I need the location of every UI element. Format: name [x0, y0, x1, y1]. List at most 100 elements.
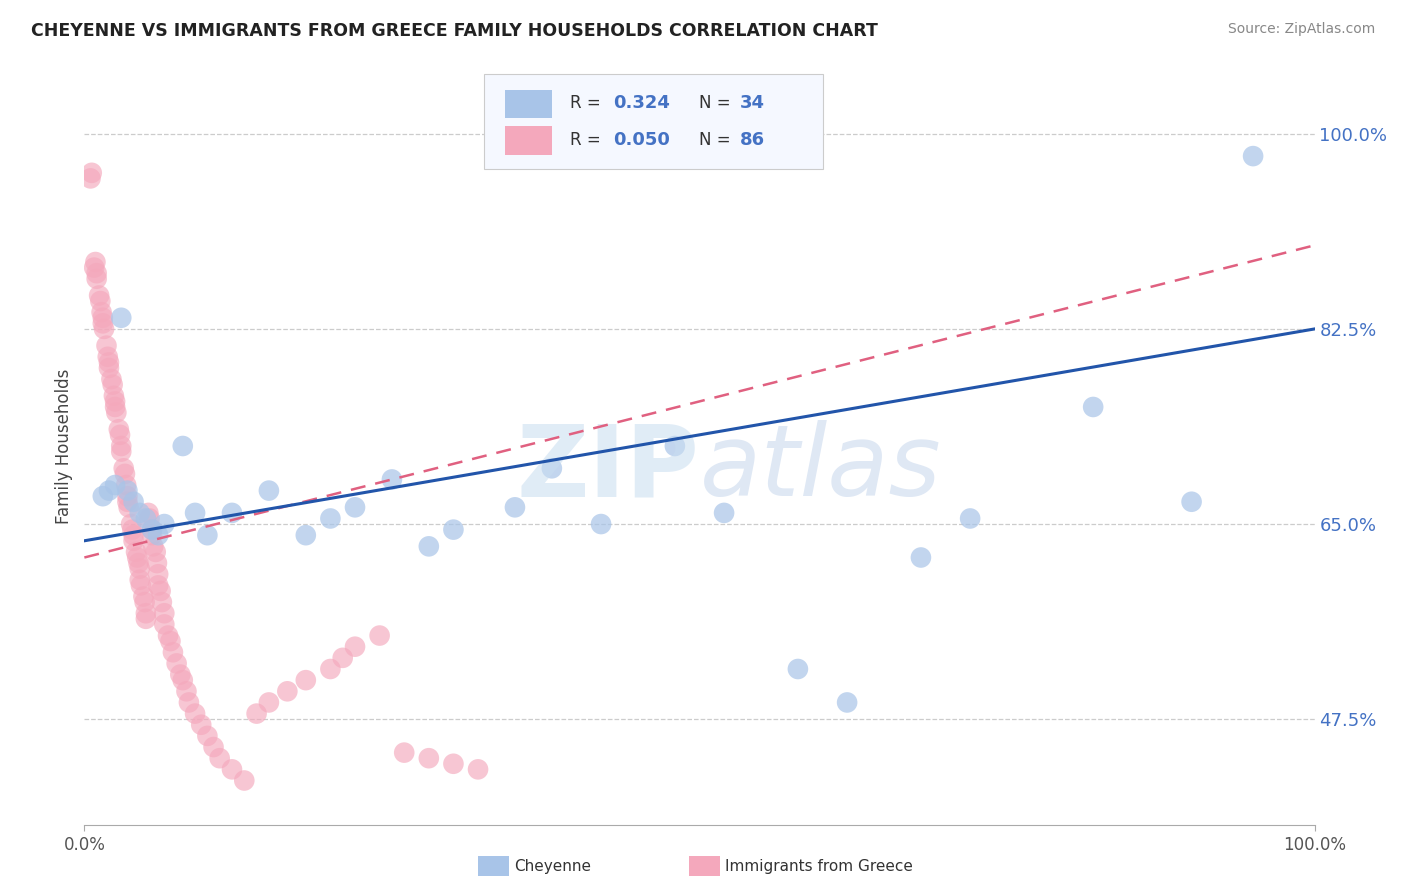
Point: [121, 523, 143, 537]
Point: [591, 517, 613, 532]
Bar: [505, 90, 553, 119]
Text: 86: 86: [740, 131, 765, 150]
Point: [418, 539, 440, 553]
Point: [122, 533, 145, 548]
Point: [134, 595, 156, 609]
Point: [100, 372, 122, 386]
Point: [664, 439, 686, 453]
Text: CHEYENNE VS IMMIGRANTS FROM GREECE FAMILY HOUSEHOLDS CORRELATION CHART: CHEYENNE VS IMMIGRANTS FROM GREECE FAMIL…: [31, 22, 877, 40]
Point: [142, 539, 165, 553]
Point: [381, 473, 404, 487]
Text: 0.050: 0.050: [613, 131, 671, 150]
Point: [115, 478, 138, 492]
Point: [91, 317, 114, 331]
Point: [159, 634, 181, 648]
Y-axis label: Family Households: Family Households: [55, 368, 73, 524]
Point: [110, 310, 132, 325]
Point: [104, 478, 127, 492]
Point: [79, 171, 101, 186]
Point: [148, 567, 170, 582]
Point: [176, 684, 198, 698]
Point: [394, 746, 416, 760]
Point: [117, 483, 139, 498]
Point: [172, 439, 194, 453]
Point: [166, 657, 188, 671]
Point: [84, 255, 107, 269]
Point: [98, 483, 120, 498]
Point: [208, 751, 231, 765]
Point: [98, 355, 120, 369]
Point: [467, 762, 489, 776]
Bar: [505, 126, 553, 155]
Point: [135, 511, 157, 525]
Point: [128, 506, 150, 520]
Point: [910, 550, 932, 565]
Point: [98, 361, 120, 376]
Point: [295, 528, 318, 542]
Point: [246, 706, 269, 721]
Point: [141, 523, 163, 537]
Point: [443, 523, 465, 537]
Point: [257, 696, 280, 710]
Point: [104, 400, 127, 414]
Point: [184, 506, 207, 520]
Text: 0.324: 0.324: [613, 94, 671, 112]
Point: [162, 645, 184, 659]
Point: [202, 740, 225, 755]
Point: [837, 696, 859, 710]
Point: [97, 350, 120, 364]
Point: [169, 667, 191, 681]
Point: [503, 500, 526, 515]
Point: [91, 489, 114, 503]
Text: Immigrants from Greece: Immigrants from Greece: [725, 859, 914, 873]
Point: [368, 629, 391, 643]
Point: [295, 673, 318, 688]
Point: [117, 494, 139, 508]
Point: [103, 389, 125, 403]
Point: [276, 684, 298, 698]
Point: [153, 517, 176, 532]
Point: [86, 272, 108, 286]
Point: [138, 506, 160, 520]
FancyBboxPatch shape: [484, 75, 823, 169]
Point: [146, 556, 169, 570]
Point: [135, 612, 157, 626]
Point: [118, 500, 141, 515]
Point: [80, 166, 103, 180]
Point: [112, 461, 135, 475]
Point: [91, 310, 114, 325]
Text: R =: R =: [571, 94, 606, 112]
Text: 34: 34: [740, 94, 765, 112]
Text: Cheyenne: Cheyenne: [515, 859, 592, 873]
Point: [108, 428, 131, 442]
Point: [443, 756, 465, 771]
Point: [541, 461, 564, 475]
Point: [105, 406, 128, 420]
Point: [145, 545, 167, 559]
Point: [83, 260, 105, 275]
Text: atlas: atlas: [700, 420, 941, 517]
Point: [122, 528, 145, 542]
Point: [104, 394, 127, 409]
Point: [787, 662, 810, 676]
Point: [1241, 149, 1264, 163]
Point: [108, 422, 131, 436]
Point: [87, 288, 111, 302]
Text: R =: R =: [571, 131, 606, 150]
Point: [153, 607, 176, 621]
Point: [344, 500, 367, 515]
Point: [141, 523, 163, 537]
Point: [1083, 400, 1105, 414]
Point: [344, 640, 367, 654]
Point: [177, 696, 200, 710]
Point: [319, 662, 342, 676]
Point: [1181, 494, 1204, 508]
Point: [125, 545, 148, 559]
Point: [959, 511, 981, 525]
Point: [319, 511, 342, 525]
Point: [128, 556, 150, 570]
Point: [150, 595, 173, 609]
Point: [96, 338, 118, 352]
Text: N =: N =: [700, 131, 737, 150]
Point: [110, 444, 132, 458]
